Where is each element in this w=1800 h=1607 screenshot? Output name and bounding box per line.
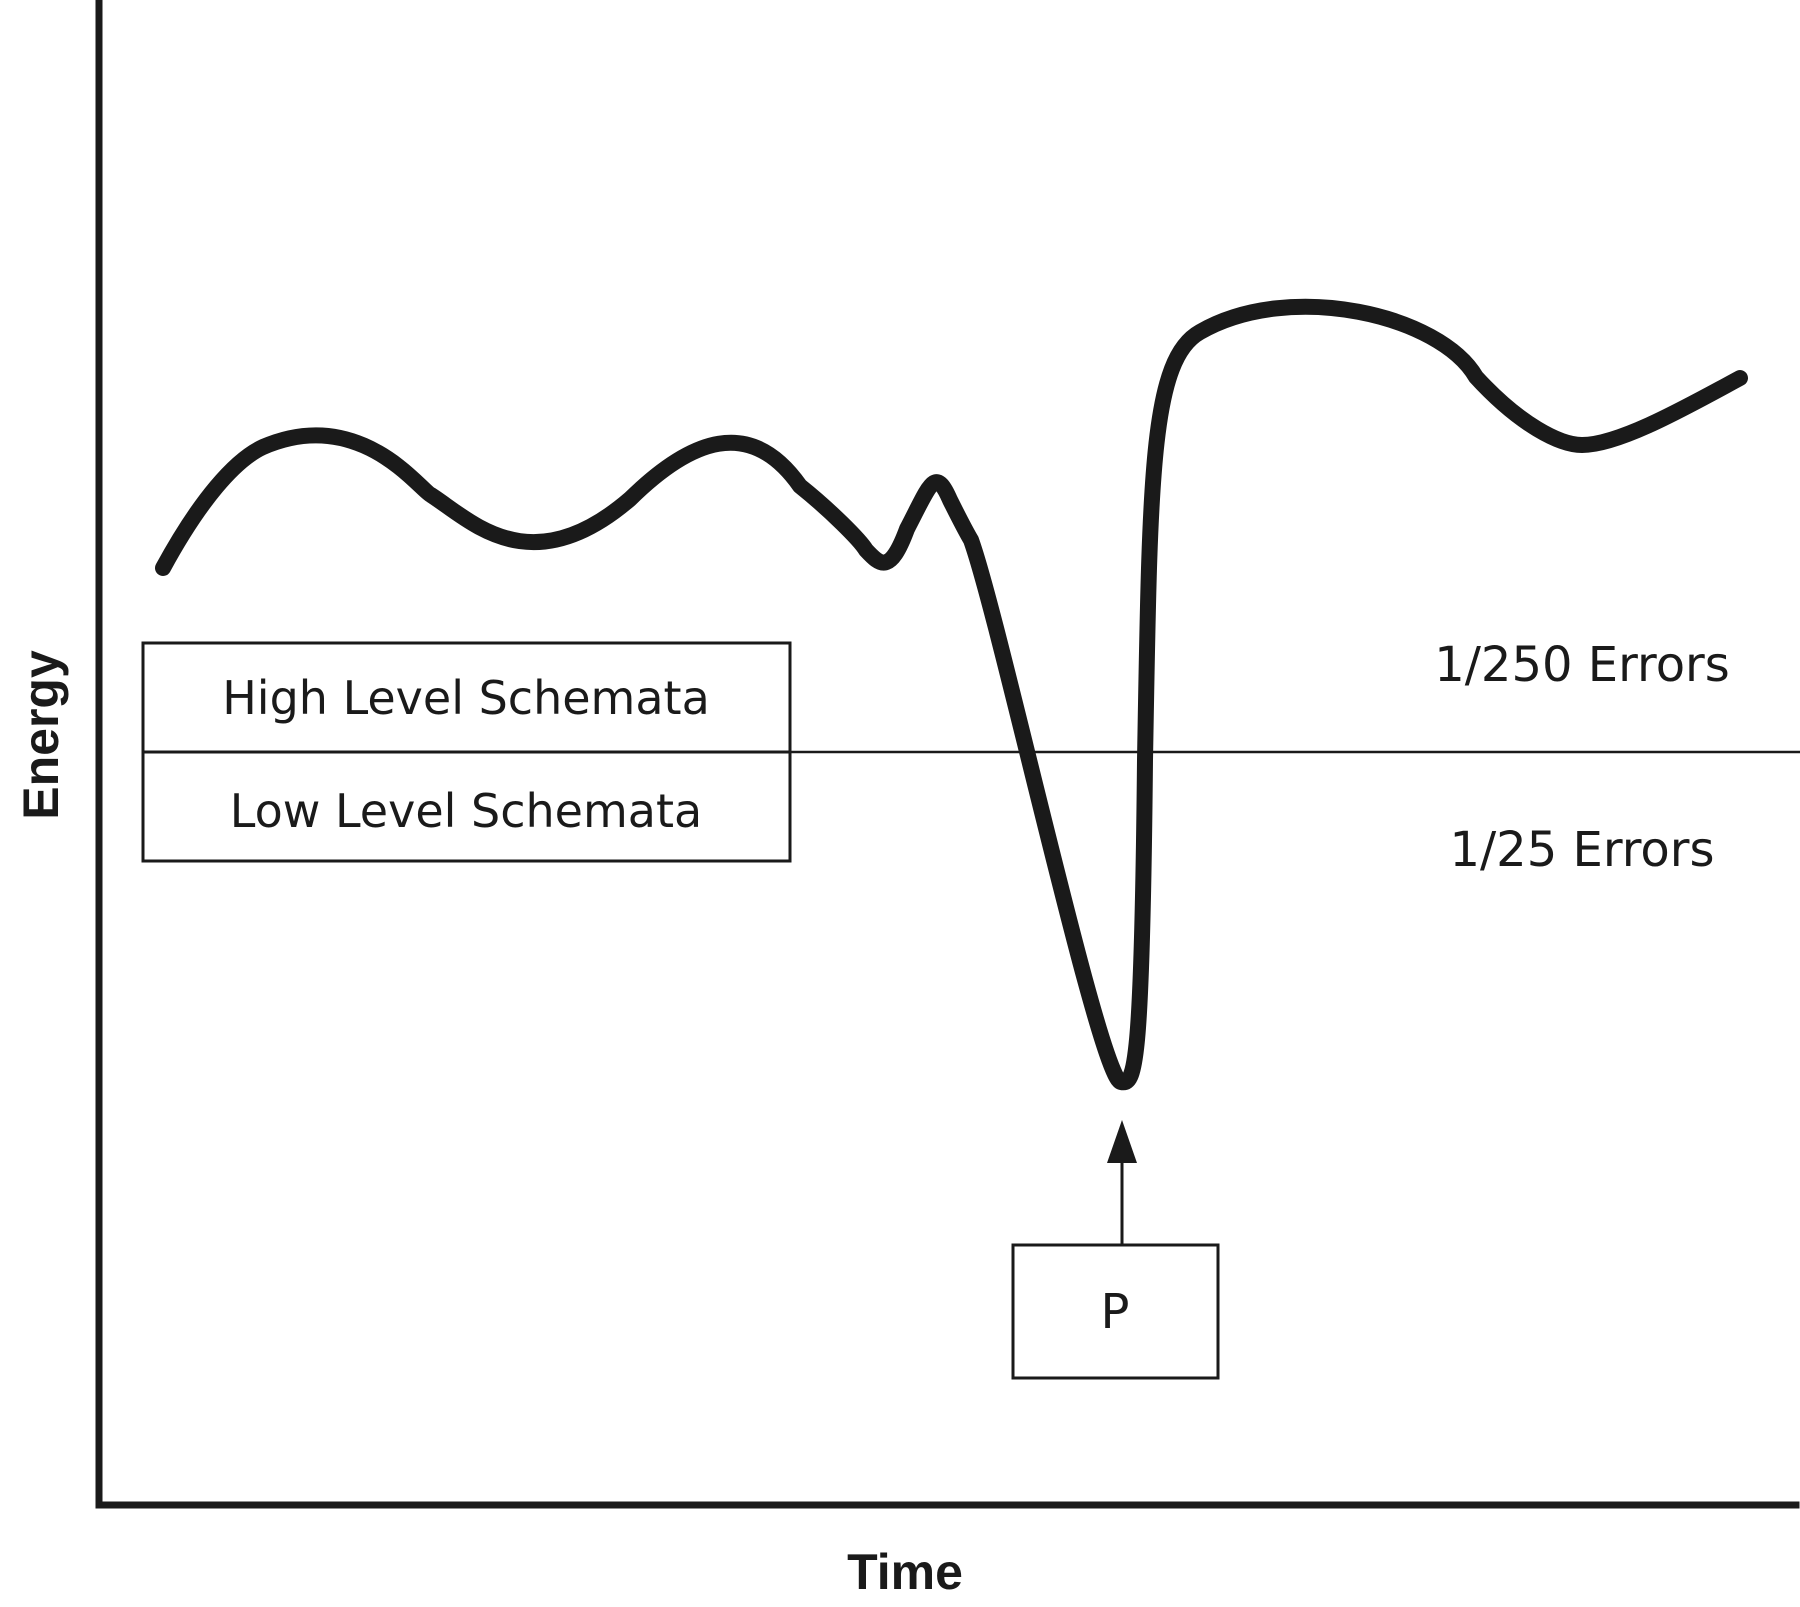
low-level-schemata-box: [141, 750, 792, 863]
low-error-rate-label: 1/25 Errors: [1449, 822, 1714, 878]
p-marker: P: [1011, 1120, 1220, 1380]
p-marker-box: [1011, 1243, 1220, 1380]
high-error-rate-label: 1/250 Errors: [1434, 637, 1730, 693]
low-level-schemata-label: Low Level Schemata: [230, 784, 702, 838]
schemata-box: High Level Schemata Low Level Schemata: [141, 641, 792, 863]
y-axis-title: Energy: [13, 650, 69, 820]
p-marker-arrow-head: [1107, 1120, 1137, 1163]
x-axis-title: Time: [847, 1544, 963, 1600]
p-marker-label: P: [1101, 1284, 1130, 1340]
high-level-schemata-label: High Level Schemata: [222, 671, 710, 725]
energy-curve: [155, 298, 1748, 1091]
